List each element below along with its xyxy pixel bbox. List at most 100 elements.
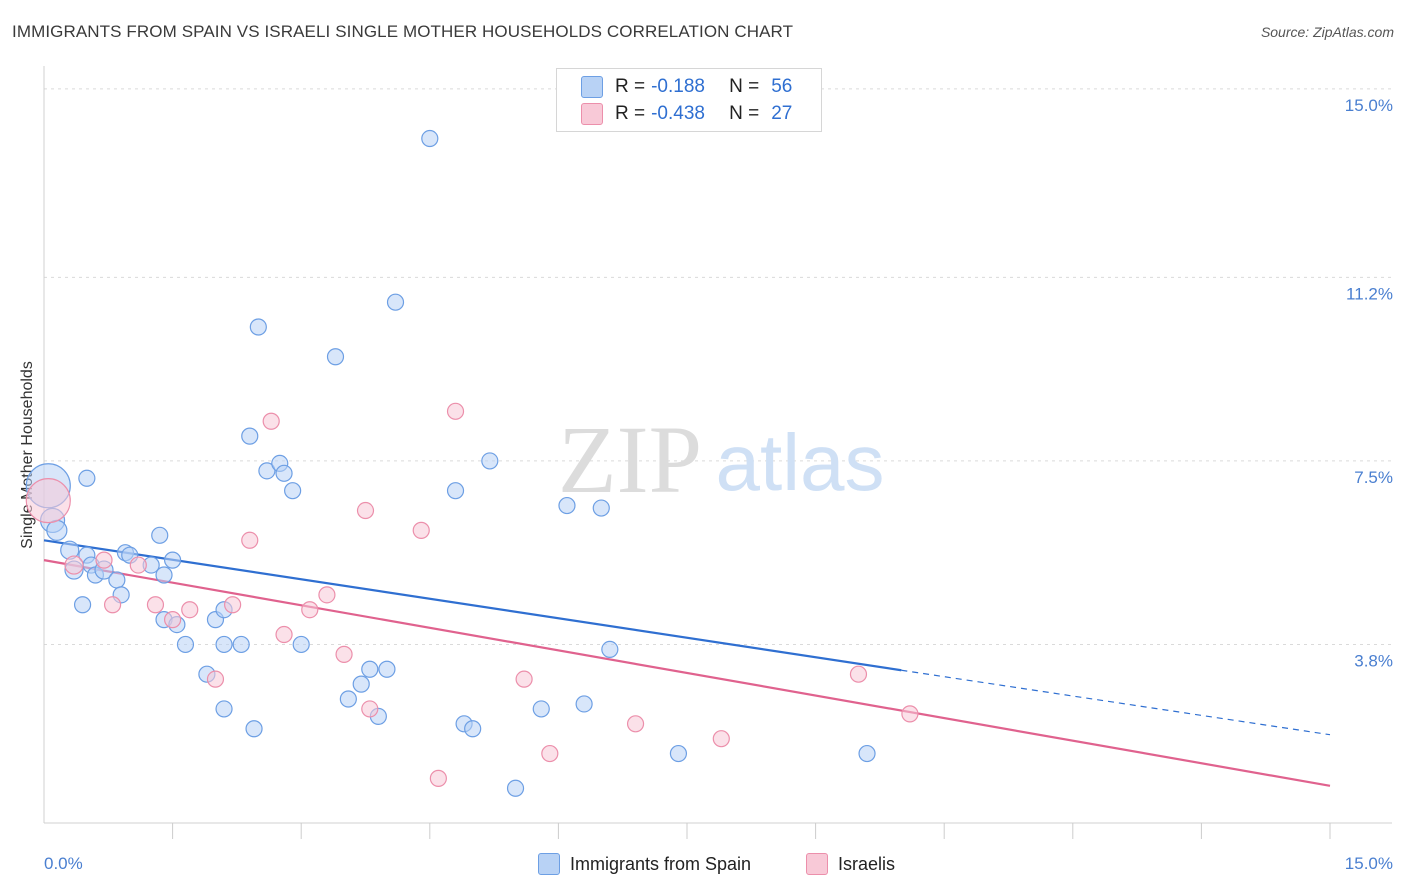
y-tick-label: 11.2%	[1346, 284, 1393, 303]
legend-n-value: 27	[771, 103, 793, 124]
chart-title: IMMIGRANTS FROM SPAIN VS ISRAELI SINGLE …	[12, 22, 794, 41]
bottom-legend-swatch-israelis	[806, 853, 828, 875]
y-tick-label: 7.5%	[1354, 468, 1393, 487]
point-israelis	[318, 586, 336, 604]
point-israelis	[429, 769, 447, 787]
point-spain	[386, 293, 405, 311]
point-spain	[592, 499, 610, 517]
point-spain	[326, 348, 345, 366]
point-spain	[232, 635, 250, 654]
point-spain	[245, 720, 263, 738]
point-spain	[558, 496, 576, 515]
stats-legend: R = -0.188 N = 56 R = -0.438 N = 27	[556, 68, 822, 132]
point-spain	[241, 427, 259, 445]
point-israelis	[164, 611, 182, 629]
legend-n-label: N =	[729, 103, 760, 124]
point-israelis	[335, 645, 353, 663]
point-spain	[108, 571, 126, 589]
y-tick-label: 15.0%	[1345, 96, 1393, 115]
legend-swatch-israelis	[581, 103, 603, 125]
point-israelis	[901, 705, 919, 723]
point-spain	[78, 469, 96, 487]
legend-n-value: 56	[771, 76, 793, 97]
point-israelis	[224, 596, 242, 614]
point-spain	[464, 720, 482, 738]
point-spain	[292, 635, 310, 654]
point-israelis	[849, 665, 868, 683]
point-spain	[164, 551, 182, 569]
tick-labels: 3.8% 7.5% 11.2% 15.0% 0.0% 15.0%	[44, 96, 1393, 873]
point-spain	[858, 744, 876, 763]
point-israelis	[541, 744, 559, 763]
point-israelis	[181, 601, 199, 619]
legend-r-value: -0.438	[651, 103, 705, 124]
point-spain	[339, 690, 357, 708]
legend-r-label: R =	[615, 76, 646, 97]
trend-line-israelis	[43, 559, 1331, 787]
point-israelis	[301, 601, 319, 619]
watermark-zip: ZIP	[558, 406, 702, 513]
y-tick-label: 3.8%	[1354, 651, 1393, 670]
point-israelis	[64, 555, 84, 575]
point-spain	[378, 660, 396, 678]
point-spain	[575, 695, 593, 713]
legend-r-value: -0.188	[651, 76, 705, 97]
trend-lines	[43, 539, 1331, 787]
point-spain	[151, 526, 169, 544]
legend-row-israelis: R = -0.438 N = 27	[581, 102, 792, 126]
point-spain	[506, 779, 525, 797]
point-spain	[481, 452, 499, 470]
point-israelis	[275, 625, 293, 644]
source-label: Source: ZipAtlas.com	[1260, 24, 1394, 40]
legend-r-label: R =	[615, 103, 646, 124]
bottom-legend-israelis: Israelis	[806, 852, 895, 876]
legend-swatch-spain	[581, 76, 603, 98]
trend-line-spain	[43, 539, 902, 672]
point-israelis	[206, 670, 225, 688]
point-israelis	[129, 556, 147, 574]
point-israelis	[25, 478, 71, 524]
point-spain	[73, 596, 92, 614]
axes	[43, 66, 1392, 839]
point-spain	[669, 744, 688, 763]
watermark-atlas: atlas	[716, 418, 885, 507]
point-israelis	[103, 596, 122, 614]
point-israelis	[712, 730, 730, 748]
point-spain	[215, 700, 233, 718]
point-israelis	[95, 551, 113, 569]
point-spain	[352, 675, 370, 693]
bottom-legend-swatch-spain	[538, 853, 560, 875]
data-points	[25, 129, 919, 797]
x-tick-label-max: 15.0%	[1345, 854, 1393, 873]
trend-line-spain-extension	[901, 669, 1331, 736]
point-spain	[284, 482, 302, 500]
point-spain	[601, 640, 619, 659]
point-spain	[532, 700, 550, 718]
point-israelis	[361, 700, 379, 718]
point-israelis	[446, 402, 465, 420]
point-israelis	[626, 715, 645, 733]
point-spain	[421, 129, 439, 148]
point-spain	[176, 635, 195, 654]
x-tick-label-min: 0.0%	[44, 854, 83, 873]
point-spain	[258, 462, 276, 480]
point-spain	[46, 519, 68, 541]
point-israelis	[356, 501, 375, 520]
point-spain	[215, 635, 233, 654]
legend-row-spain: R = -0.188 N = 56	[581, 75, 792, 99]
point-israelis	[515, 670, 533, 688]
point-spain	[249, 318, 267, 336]
point-spain	[446, 482, 465, 500]
bottom-legend-label-spain: Immigrants from Spain	[570, 853, 752, 874]
point-israelis	[241, 531, 259, 549]
bottom-legend-label-israelis: Israelis	[838, 853, 896, 874]
point-israelis	[412, 521, 430, 539]
point-spain	[361, 660, 379, 678]
point-israelis	[262, 412, 280, 430]
point-israelis	[146, 596, 165, 614]
bottom-legend-spain: Immigrants from Spain	[538, 852, 751, 876]
legend-n-label: N =	[729, 76, 760, 97]
point-spain	[275, 464, 293, 482]
point-spain	[155, 566, 173, 584]
